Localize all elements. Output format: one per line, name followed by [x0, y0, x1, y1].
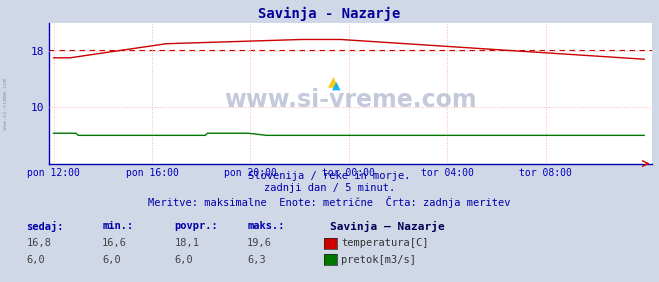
Text: 6,0: 6,0	[102, 255, 121, 265]
Text: 16,8: 16,8	[26, 238, 51, 248]
Text: ▲: ▲	[328, 75, 338, 89]
Text: www.si-vreme.com: www.si-vreme.com	[3, 78, 8, 130]
Text: Slovenija / reke in morje.: Slovenija / reke in morje.	[248, 171, 411, 180]
Text: Savinja - Nazarje: Savinja - Nazarje	[258, 7, 401, 21]
Text: maks.:: maks.:	[247, 221, 285, 231]
Text: 16,6: 16,6	[102, 238, 127, 248]
Text: min.:: min.:	[102, 221, 133, 231]
Text: zadnji dan / 5 minut.: zadnji dan / 5 minut.	[264, 183, 395, 193]
Text: 19,6: 19,6	[247, 238, 272, 248]
Text: sedaj:: sedaj:	[26, 221, 64, 232]
Text: Meritve: maksimalne  Enote: metrične  Črta: zadnja meritev: Meritve: maksimalne Enote: metrične Črta…	[148, 196, 511, 208]
Text: www.si-vreme.com: www.si-vreme.com	[225, 88, 477, 112]
Text: 6,0: 6,0	[26, 255, 45, 265]
Text: 6,0: 6,0	[175, 255, 193, 265]
Text: Savinja – Nazarje: Savinja – Nazarje	[330, 221, 444, 232]
Text: ▲: ▲	[331, 81, 340, 91]
Text: 6,3: 6,3	[247, 255, 266, 265]
Text: pretok[m3/s]: pretok[m3/s]	[341, 255, 416, 265]
Text: temperatura[C]: temperatura[C]	[341, 238, 429, 248]
Text: povpr.:: povpr.:	[175, 221, 218, 231]
Text: 18,1: 18,1	[175, 238, 200, 248]
